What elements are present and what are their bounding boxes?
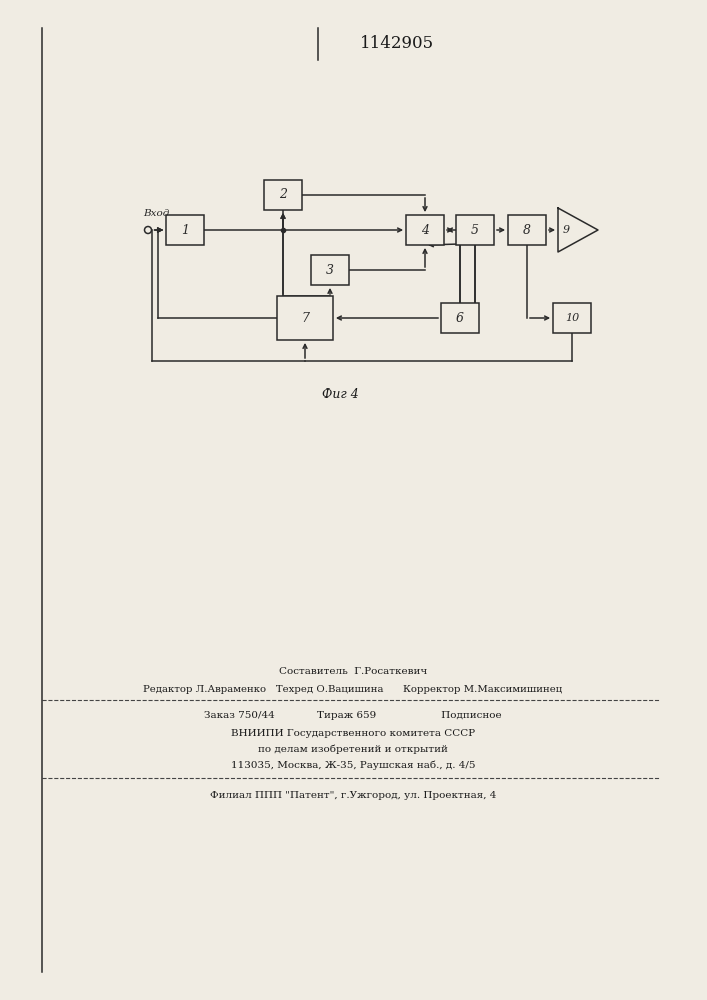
Bar <box>311 255 349 285</box>
Text: Составитель  Г.Росаткевич: Составитель Г.Росаткевич <box>279 668 427 676</box>
Bar <box>553 303 591 333</box>
Text: Фиг 4: Фиг 4 <box>322 388 358 401</box>
Bar <box>406 215 444 245</box>
Text: 8: 8 <box>523 224 531 236</box>
Text: Редактор Л.Авраменко   Техред О.Вацишина      Корректор М.Максимишинец: Редактор Л.Авраменко Техред О.Вацишина К… <box>144 686 563 694</box>
Text: 10: 10 <box>565 313 579 323</box>
Text: 113035, Москва, Ж-35, Раушская наб., д. 4/5: 113035, Москва, Ж-35, Раушская наб., д. … <box>230 760 475 770</box>
Bar <box>441 303 479 333</box>
Bar <box>456 215 494 245</box>
Text: 9: 9 <box>563 225 570 235</box>
Bar <box>264 180 302 210</box>
Text: 7: 7 <box>301 312 309 324</box>
Text: Вход: Вход <box>143 209 170 218</box>
Text: Филиал ППП "Патент", г.Ужгород, ул. Проектная, 4: Филиал ППП "Патент", г.Ужгород, ул. Прое… <box>210 790 496 800</box>
Text: 1142905: 1142905 <box>360 35 434 52</box>
Text: ВНИИПИ Государственного комитета СССР: ВНИИПИ Государственного комитета СССР <box>231 728 475 738</box>
Bar <box>166 215 204 245</box>
Text: Заказ 750/44             Тираж 659                    Подписное: Заказ 750/44 Тираж 659 Подписное <box>204 712 502 720</box>
Bar <box>277 296 333 340</box>
Text: 6: 6 <box>456 312 464 324</box>
Bar <box>508 215 546 245</box>
Text: по делам изобретений и открытий: по делам изобретений и открытий <box>258 744 448 754</box>
Text: 3: 3 <box>326 263 334 276</box>
Text: 5: 5 <box>471 224 479 236</box>
Text: 2: 2 <box>279 188 287 202</box>
Text: 4: 4 <box>421 224 429 236</box>
Text: 1: 1 <box>181 224 189 236</box>
